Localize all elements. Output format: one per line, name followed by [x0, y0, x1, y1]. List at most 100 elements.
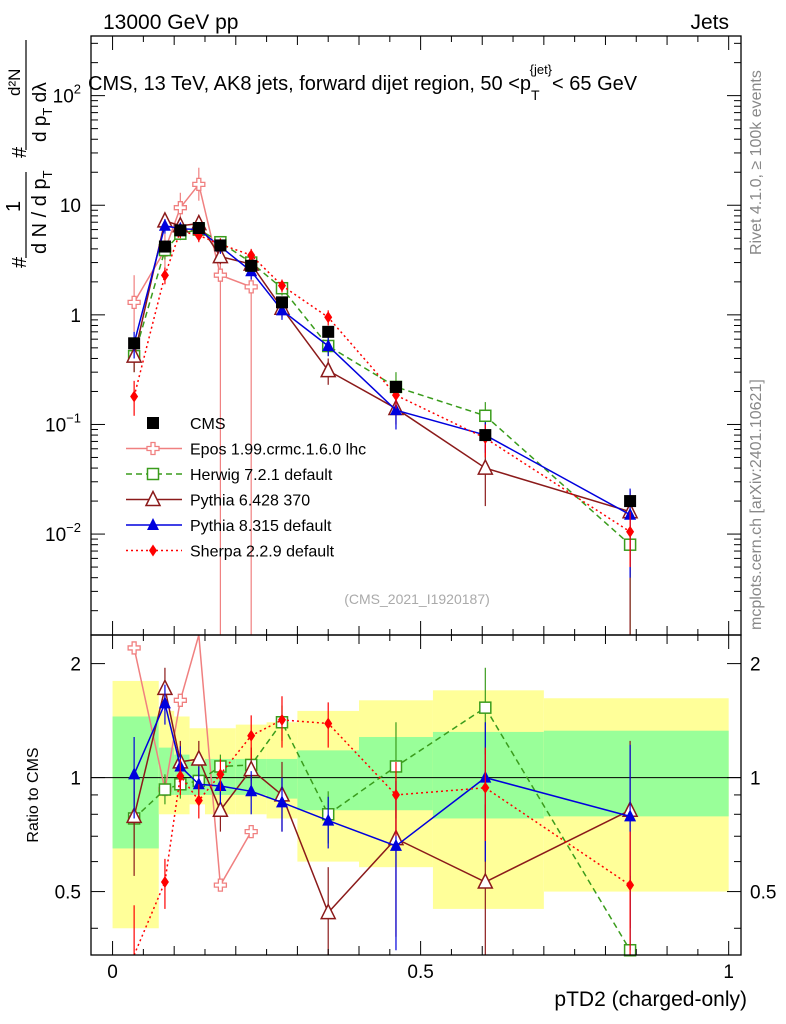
y-label-den-2-main: d p [30, 116, 51, 142]
data-point-sherpa [324, 311, 333, 324]
x-tick-label: 1 [723, 962, 734, 983]
legend-item-herwig: Herwig 7.2.1 default [126, 467, 333, 484]
ratio-series [125, 634, 639, 957]
ratio-y-label: Ratio to CMS [25, 747, 42, 842]
ratio-point-epos [213, 878, 228, 892]
ratio-point-py8 [128, 767, 141, 780]
legend-item-py8: Pythia 8.315 default [126, 518, 332, 535]
data-point-py8 [275, 303, 288, 316]
ratio-series-sherpa [133, 696, 635, 956]
data-point-sherpa [130, 390, 139, 403]
legend-label-cms: CMS [190, 416, 226, 433]
y-label-den-2: d pT dλ [30, 82, 55, 142]
legend-marker-epos [146, 441, 160, 456]
chart-title-main: CMS, 13 TeV, AK8 jets, forward dijet reg… [88, 73, 531, 95]
y-label-one: 1 [3, 201, 25, 212]
y-tick-base: 10 [45, 415, 66, 436]
y-tick-base: 10 [53, 87, 74, 108]
y-label-den-1-sub: T [40, 170, 55, 178]
y-label-den-2-post: dλ [30, 82, 51, 108]
data-point-herwig [479, 409, 492, 423]
legend-label-epos: Epos 1.99.crmc.1.6.0 lhc [190, 442, 366, 459]
ratio-tick-label-left: 2 [70, 655, 81, 676]
legend-marker-py8 [147, 518, 159, 530]
chart-title-sup: {jet} [530, 62, 553, 77]
y-label-den-1: d N / d pT [29, 170, 55, 254]
ratio-point-sherpa [247, 729, 256, 742]
ratio-point-py8 [322, 813, 335, 826]
x-axis-label: pTD2 (charged-only) [554, 988, 747, 1011]
main-series [125, 167, 639, 635]
legend-item-cms: CMS [147, 416, 226, 433]
legend-label-sherpa: Sherpa 2.2.9 default [190, 544, 335, 561]
ratio-point-py8 [158, 696, 171, 709]
analysis-id: (CMS_2021_I1920187) [344, 591, 490, 607]
ratio-point-epos [127, 641, 141, 655]
legend-item-py6: Pythia 6.428 370 [126, 489, 310, 510]
mcplots-label: mcplots.cern.ch [arXiv:2401.10621] [748, 379, 765, 630]
data-point-py8 [322, 338, 335, 351]
ratio-tick-label-left: 1 [70, 769, 81, 790]
data-point-cms [245, 259, 258, 272]
ratio-point-sherpa [194, 794, 203, 807]
ratio-bands [91, 680, 741, 929]
data-point-cms [624, 495, 637, 508]
legend-item-sherpa: Sherpa 2.2.9 default [126, 544, 335, 561]
legend-marker-herwig [146, 467, 160, 481]
ratio-point-py8 [389, 838, 402, 851]
ratio-point-sherpa [391, 788, 400, 801]
data-point-sherpa [626, 525, 635, 538]
series-cms [128, 221, 637, 508]
data-point-epos [173, 201, 187, 215]
header-right: Jets [690, 11, 729, 34]
legend-label-py8: Pythia 8.315 default [190, 518, 332, 535]
ratio-band-inner [543, 730, 729, 817]
data-point-cms [479, 429, 492, 442]
ratio-point-sherpa [626, 879, 635, 892]
y-tick-label: 1 [70, 306, 81, 327]
legend-marker-cms [147, 417, 159, 429]
ratio-point-py6 [477, 872, 494, 889]
data-point-sherpa [277, 279, 286, 292]
ratio-point-sherpa [324, 717, 333, 730]
x-tick-label: 0.5 [407, 962, 433, 983]
legend-label-py6: Pythia 6.428 370 [190, 493, 310, 510]
data-point-epos [213, 268, 228, 282]
data-point-epos [192, 177, 206, 192]
y-tick-label: 10−1 [45, 410, 81, 436]
data-point-py8 [389, 403, 402, 416]
data-point-cms [389, 380, 402, 393]
series-epos [127, 167, 258, 635]
ratio-line-epos [133, 634, 252, 888]
legend-label-herwig: Herwig 7.2.1 default [190, 467, 333, 484]
y-label-den-2-sub: T [40, 108, 55, 116]
data-point-cms [128, 337, 141, 350]
y-label-num-2: d²N [5, 69, 24, 96]
ratio-point-py8 [275, 795, 288, 808]
series-line-sherpa [133, 230, 631, 533]
chart-title-end: < 65 GeV [552, 73, 638, 95]
legend-item-epos: Epos 1.99.crmc.1.6.0 lhc [126, 442, 366, 459]
y-tick-label: 102 [53, 82, 81, 108]
data-point-py8 [158, 218, 171, 231]
data-point-cms [322, 325, 335, 338]
ratio-point-sherpa [160, 875, 169, 888]
ratio-point-py8 [245, 784, 258, 797]
data-point-cms [174, 224, 187, 237]
ratio-point-herwig [479, 701, 492, 714]
ratio-point-herwig [158, 783, 172, 796]
ratio-point-py6 [212, 800, 229, 817]
data-point-cms [192, 221, 205, 234]
ratio-band-inner [112, 716, 159, 849]
y-label-den-1-main: d N / d p [29, 178, 51, 254]
y-axis-label: # 1 d N / d pT # d²N d pT dλ [3, 40, 55, 268]
ratio-point-py6 [190, 749, 208, 766]
data-point-cms [214, 239, 227, 252]
data-point-py6 [477, 458, 494, 475]
ratio-tick-label-right: 1 [750, 769, 761, 790]
header-left: 13000 GeV pp [103, 11, 238, 34]
data-point-py6 [212, 246, 229, 264]
y-tick-base: 10 [45, 525, 66, 546]
